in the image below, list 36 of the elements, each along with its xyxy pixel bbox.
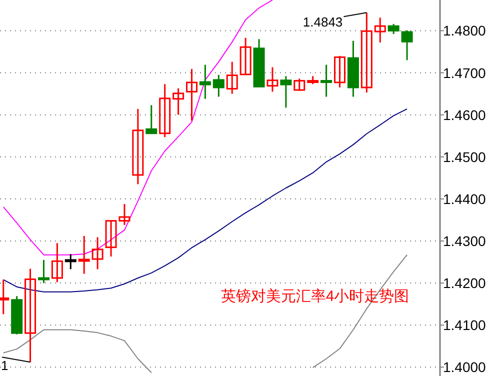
candlestick — [360, 12, 372, 94]
candlestick — [199, 64, 211, 100]
y-tick-label: 1.4000 — [443, 359, 486, 376]
candlestick — [334, 55, 346, 88]
candlestick — [240, 37, 252, 76]
candlestick — [92, 236, 104, 270]
y-tick-label: 1.4200 — [443, 275, 486, 292]
candlestick — [186, 68, 198, 122]
y-tick-label: 1.4500 — [443, 148, 486, 165]
candlestick — [159, 83, 171, 138]
candlestick — [146, 104, 158, 134]
y-tick-label: 1.4800 — [443, 22, 486, 39]
annotation: 1 — [1, 358, 8, 374]
candlestick — [51, 242, 63, 283]
candlestick — [374, 16, 386, 44]
annotation: 英镑对美元汇率4小时走势图 — [220, 288, 410, 305]
candlestick — [294, 78, 306, 92]
y-tick-label: 1.4700 — [443, 64, 486, 81]
candlestick — [266, 66, 278, 92]
candlestick — [388, 23, 400, 35]
candlestick — [38, 259, 50, 284]
y-tick-label: 1.4100 — [443, 317, 486, 334]
candlestick — [212, 74, 224, 98]
candlestick — [226, 61, 238, 95]
y-tick-label: 1.4600 — [443, 106, 486, 123]
annotation: 1.4843 — [302, 14, 343, 30]
candlestick — [24, 268, 36, 363]
candlestick — [280, 75, 292, 108]
y-tick-label: 1.4400 — [443, 190, 486, 207]
y-tick-label: 1.4300 — [443, 232, 486, 249]
candlestick — [320, 64, 332, 98]
candlestick — [78, 235, 90, 275]
candlestick — [401, 30, 413, 61]
candlestick — [132, 108, 144, 185]
candlestick — [64, 253, 76, 270]
candlestick — [172, 88, 184, 116]
